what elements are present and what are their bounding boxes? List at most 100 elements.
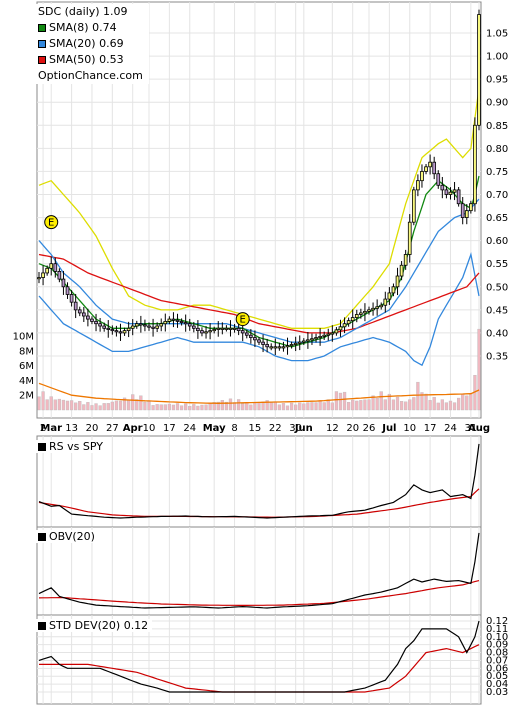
volume-bar [404,401,408,411]
candle-body [37,277,41,280]
legend-source: OptionChance.com [38,68,143,84]
candle-body [477,14,481,126]
candle-body [159,323,164,327]
volume-bar [179,405,184,411]
candle-body [155,325,159,329]
candle-body [228,327,233,330]
volume-bar [37,396,41,411]
x-tick-label: 31 [464,423,477,434]
candle-body [440,184,445,191]
price-tick-label: 0.50 [486,282,508,293]
candle-body [363,310,367,314]
earnings-marker-label: E [240,315,246,326]
candle-body [387,292,392,300]
volume-bar [208,403,212,411]
volume-bar [387,393,391,411]
volume-bar [261,401,265,411]
candle-body [436,173,441,186]
earnings-marker-label: E [48,218,54,229]
volume-bar [57,398,61,411]
std-tick-label: 0.10 [486,632,508,643]
candle-body [322,334,327,337]
candle-body [354,314,359,318]
candle-body [297,341,302,344]
rs-panel-label-text: RS vs SPY [49,440,103,453]
volume-bar [330,402,334,411]
candle-body [41,272,45,278]
chart-legend: SDC (daily) 1.09 SMA(8) 0.74 SMA(20) 0.6… [36,4,149,84]
volume-bar [363,399,367,411]
price-tick-label: 0.95 [486,75,508,86]
volume-bar [322,402,326,411]
volume-tick-label: 10M [13,332,34,343]
volume-bar [118,400,123,411]
volume-bar [265,400,269,411]
candle-body [411,189,416,223]
candle-body [452,189,457,193]
volume-bar [399,400,404,411]
rs-panel [36,435,482,528]
candle-body [134,323,139,327]
std-panel-label-text: STD DEV(20) 0.12 [49,619,149,632]
volume-bar [49,396,53,411]
candle-body [65,286,70,295]
volume-bar [277,404,281,411]
candle-body [53,263,58,272]
volume-bar [61,399,66,411]
legend-sma50-label: SMA(50) 0.53 [49,53,124,66]
volume-bar [184,403,188,411]
price-tick-label: 0.90 [486,98,508,109]
volume-tick-label: 6M [19,361,34,372]
sma8-swatch [38,24,46,32]
candle-body [118,331,123,334]
rs-line [38,443,480,519]
volume-bar [440,399,444,411]
volume-bar [371,395,375,411]
candle-body [147,325,151,328]
price-tick-label: 0.60 [486,236,508,247]
earnings-markers: EE [44,215,250,327]
volume-bar [86,402,90,411]
volume-bar [294,404,298,411]
candle-body [106,327,111,330]
volume-bar [457,397,461,411]
volume-bar [127,399,131,411]
candle-body [200,330,204,334]
candle-body [102,325,107,329]
candle-body [81,312,86,317]
candle-body [460,203,465,218]
x-tick-label: 17 [424,423,437,434]
price-tick-label: 0.35 [486,352,508,363]
x-tick-label: 24 [183,423,196,434]
volume-bar [285,405,290,411]
obv-swatch [38,532,46,541]
candle-body [216,327,221,330]
candle-body [187,323,192,327]
obv-panel-label: OBV(20) [36,530,99,543]
candle-body [45,267,49,274]
volume-series [37,328,481,411]
obv-avg-line [38,580,480,607]
legend-ticker: SDC (daily) 1.09 [38,4,143,20]
volume-bar [106,403,110,411]
earnings-marker-circle [235,312,250,327]
x-tick-label: Jul [381,423,396,434]
volume-bar [477,328,481,411]
obv-panel-frame [36,526,482,616]
candle-body [281,346,286,349]
volume-tick-label: 2M [19,391,34,402]
std-tick-label: 0.07 [486,655,508,666]
candle-body [269,346,274,349]
candle-body [232,327,237,330]
lower-band-line [38,252,480,367]
volume-bar [212,402,216,411]
candle-body [224,327,229,330]
candle-body [301,340,306,343]
volume-bar [139,395,143,411]
std-tick-label: 0.08 [486,648,508,659]
rs-panel-frame [36,435,482,528]
candle-body [403,254,408,266]
x-tick-label: Mar [40,423,62,434]
x-tick-label: 12 [326,423,339,434]
